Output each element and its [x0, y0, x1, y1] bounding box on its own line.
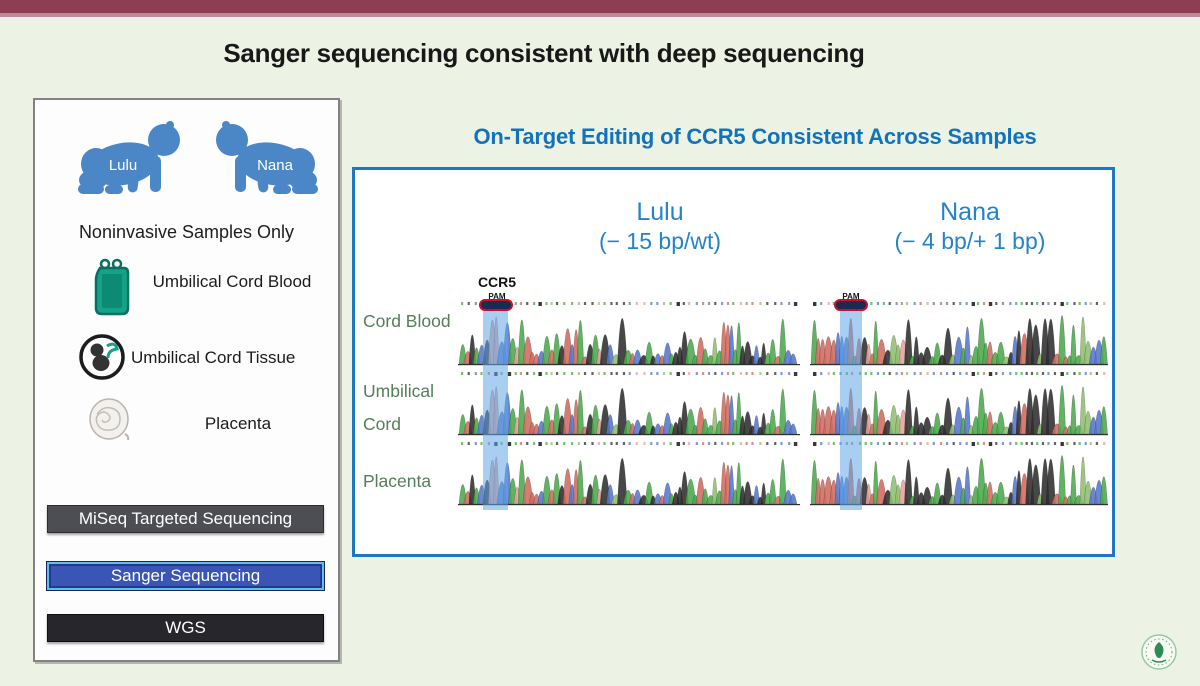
column-header-nana: Nana (− 4 bp/+ 1 bp)	[845, 198, 1095, 255]
top-accent-line	[0, 13, 1200, 17]
pam-label-lulu: PAM	[488, 292, 506, 301]
chromatogram-panel: Lulu (− 15 bp/wt) Nana (− 4 bp/+ 1 bp) C…	[352, 167, 1115, 557]
baby-silhouette-nana: Nana	[203, 114, 325, 200]
sanger-trace-lulu-row-2	[458, 442, 800, 506]
sanger-sequencing-button[interactable]: Sanger Sequencing	[47, 562, 324, 590]
pam-label-nana: PAM	[842, 292, 860, 301]
sanger-trace-lulu-row-0	[458, 302, 800, 366]
slide-title: Sanger sequencing consistent with deep s…	[223, 38, 865, 68]
miseq-targeted-sequencing-button[interactable]: MiSeq Targeted Sequencing	[47, 505, 324, 533]
umbilical-cord-tissue-label: Umbilical Cord Tissue	[131, 348, 296, 367]
sanger-trace-nana-row-1	[810, 372, 1108, 436]
placenta-label: Placenta	[204, 414, 272, 433]
sanger-trace-lulu-row-1	[458, 372, 800, 436]
sanger-trace-nana-row-0	[810, 302, 1108, 366]
genotype-nana: (− 4 bp/+ 1 bp)	[894, 228, 1046, 254]
column-header-lulu: Lulu (− 15 bp/wt)	[535, 198, 785, 255]
sample-name-lulu: Lulu	[636, 198, 684, 226]
baby-silhouette-lulu: Lulu	[71, 114, 193, 200]
umbilical-cord-tissue-icon	[77, 332, 127, 382]
sample-legend-panel: Lulu Nana Noninvasive Sample	[33, 98, 340, 662]
row-label-cord-blood: Cord Blood	[363, 311, 451, 331]
figure-heading: On-Target Editing of CCR5 Consistent Acr…	[473, 124, 1037, 149]
sample-name-nana: Nana	[940, 198, 1000, 226]
wgs-button[interactable]: WGS	[47, 614, 324, 642]
baby-name-nana: Nana	[257, 157, 294, 174]
sanger-trace-nana-row-2	[810, 442, 1108, 506]
genotype-lulu: (− 15 bp/wt)	[598, 228, 722, 254]
row-label-umbilical-cord: Umbilical Cord	[363, 381, 434, 434]
umbilical-cord-blood-icon	[90, 258, 134, 318]
baby-name-lulu: Lulu	[109, 157, 137, 174]
green-seal-logo	[1140, 633, 1178, 671]
placenta-icon	[85, 394, 135, 448]
row-label-placenta: Placenta	[363, 471, 432, 491]
ccr5-gene-label: CCR5	[477, 274, 517, 290]
top-accent-bar	[0, 0, 1200, 13]
noninvasive-note: Noninvasive Samples Only	[78, 222, 295, 242]
umbilical-cord-blood-label: Umbilical Cord Blood	[152, 272, 312, 291]
